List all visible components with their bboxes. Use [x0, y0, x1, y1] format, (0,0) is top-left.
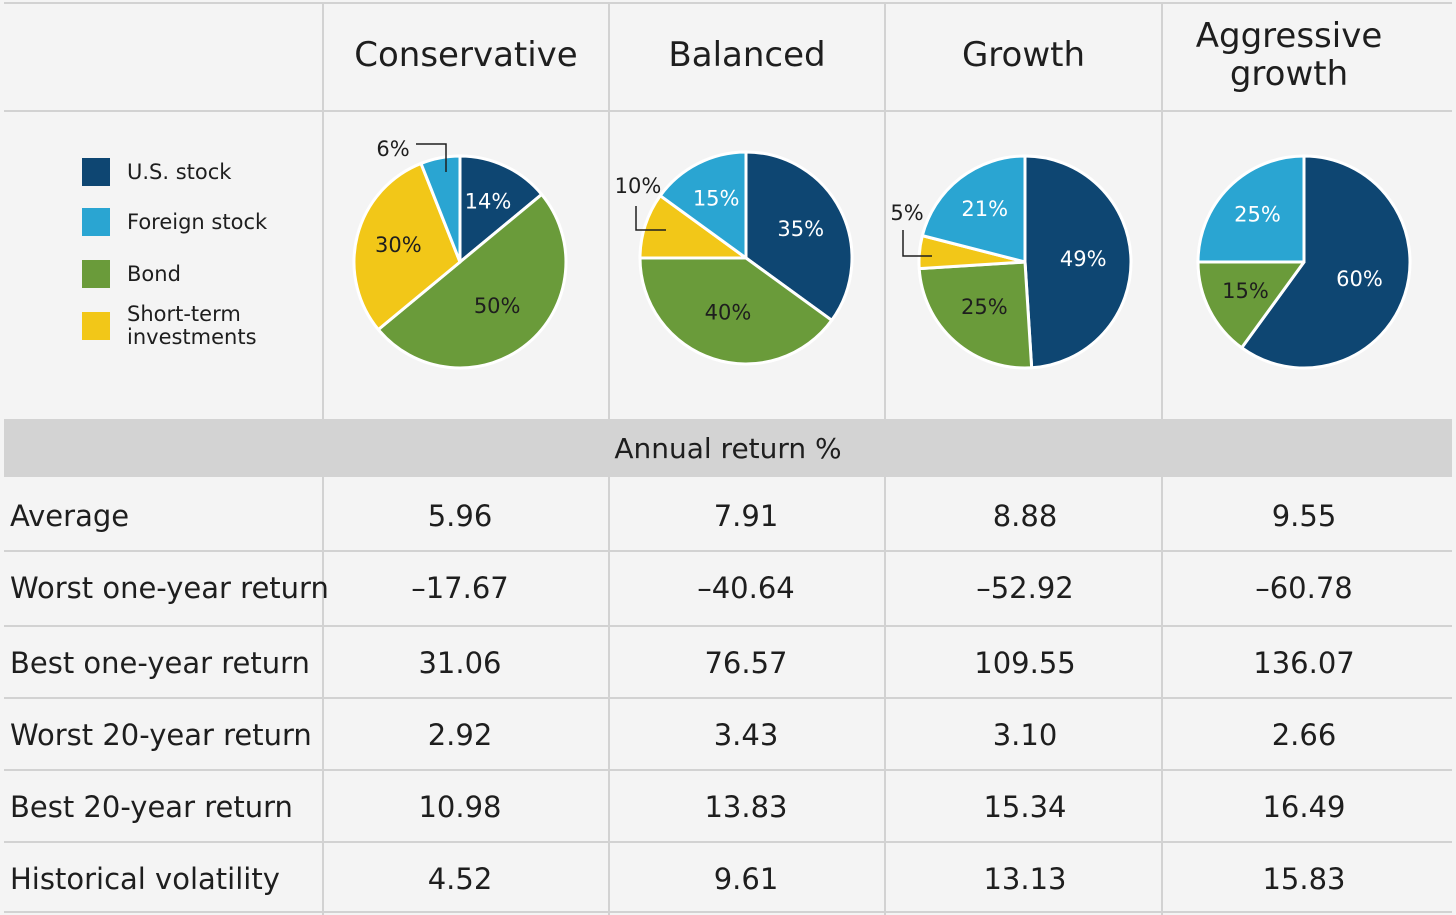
table-cell: 9.55 [1271, 499, 1337, 533]
pie-slice-label: 5% [890, 201, 923, 225]
table-cell: 13.83 [704, 790, 788, 824]
pie-slice [744, 150, 854, 322]
table-cell: 4.52 [427, 862, 493, 896]
bottom-border [4, 911, 1452, 913]
row-divider [4, 550, 1452, 552]
pie-slice [1196, 260, 1306, 350]
legend-swatch [82, 260, 110, 288]
table-cell: –60.78 [1255, 571, 1353, 605]
pie-slice-label: 49% [1060, 247, 1107, 271]
table-cell: –40.64 [697, 571, 795, 605]
row-label: Best 20-year return [10, 790, 293, 824]
row-divider [4, 841, 1452, 843]
pie-slice [920, 154, 1027, 264]
legend-label: Foreign stock [127, 209, 268, 234]
table-cell: 9.61 [713, 862, 779, 896]
pie-slice [419, 154, 462, 264]
table-cell: 8.88 [992, 499, 1058, 533]
table-cell: 109.55 [974, 646, 1076, 680]
pie-slice-label: 35% [777, 217, 824, 241]
pie-chart-aggressive-growth: 60% 15% 25% [1196, 154, 1412, 370]
table-cell: 3.10 [992, 718, 1058, 752]
pie-chart-balanced: 35% 40% 10% 15% [615, 150, 854, 366]
row-divider [4, 697, 1452, 699]
pie-slice [1240, 154, 1412, 370]
table-cell: –17.67 [411, 571, 509, 605]
table-cell: 15.83 [1262, 862, 1346, 896]
column-header-conservative: Conservative [324, 0, 608, 110]
top-border [4, 2, 1452, 4]
legend-label: Bond [127, 261, 181, 286]
row-divider [4, 625, 1452, 627]
pie-chart-conservative: 14% 50% 30% 6% [352, 137, 568, 370]
row-divider [4, 769, 1452, 771]
row-label: Historical volatility [10, 862, 280, 896]
table-cell: 76.57 [704, 646, 788, 680]
pie-slice [376, 192, 568, 370]
table-cell: 7.91 [713, 499, 779, 533]
table-cell: 13.13 [983, 862, 1067, 896]
row-label: Average [10, 499, 130, 533]
pie-slice [917, 260, 1034, 370]
column-header-label: Aggressive growth [1195, 16, 1383, 94]
pie-slice-label: 6% [376, 137, 409, 161]
pie-slice-label: 15% [1222, 279, 1269, 303]
legend-item-foreign-stock: Foreign stock [82, 208, 267, 236]
pie-slice-label: 30% [375, 233, 422, 257]
table-cell: –52.92 [976, 571, 1074, 605]
pie-slice [638, 256, 834, 366]
pie-slice [458, 154, 544, 264]
allocation-pie-charts: 14% 50% 30% 6% 35% 40% 10% 15% 49% 25% 5% 21% 60% 15%… [352, 137, 1412, 370]
table-cell: 3.43 [713, 718, 779, 752]
pie-slice [352, 161, 462, 332]
pie-slice-label: 14% [465, 190, 512, 214]
table-cell: 5.96 [427, 499, 493, 533]
row-label: Best one-year return [10, 646, 310, 680]
column-header-label: Growth [961, 35, 1086, 75]
legend-item-short-term: Short-term investments [82, 303, 277, 349]
table-cell: 2.92 [427, 718, 493, 752]
pie-slice-label: 25% [1234, 203, 1281, 227]
legend-label: Short-term investments [127, 302, 257, 349]
table-cell: 2.66 [1271, 718, 1337, 752]
section-header: Annual return % [4, 419, 1452, 477]
pie-slice [658, 150, 748, 260]
pie-slice-label: 25% [961, 295, 1008, 319]
legend-label: U.S. stock [127, 159, 232, 184]
legend-swatch [82, 312, 110, 340]
header-divider [4, 110, 1452, 112]
column-header-label: Conservative [354, 35, 578, 75]
legend-item-us-stock: U.S. stock [82, 158, 231, 186]
legend-swatch [82, 158, 110, 186]
column-header-balanced: Balanced [610, 0, 884, 110]
pie-slice-label: 15% [693, 186, 740, 210]
pie-slice-label: 50% [474, 294, 521, 318]
table-cell: 16.49 [1262, 790, 1346, 824]
table-cell: 10.98 [418, 790, 502, 824]
legend-swatch [82, 208, 110, 236]
pie-slice-label: 21% [961, 197, 1008, 221]
row-label: Worst one-year return [10, 571, 329, 605]
table-cell: 136.07 [1253, 646, 1355, 680]
leader-line [416, 143, 447, 172]
pie-chart-growth: 49% 25% 5% 21% [890, 154, 1133, 370]
pie-slice [1023, 154, 1133, 370]
leader-line [902, 230, 932, 257]
leader-line [635, 206, 666, 231]
row-label: Worst 20-year return [10, 718, 312, 752]
pie-slice-label: 10% [615, 174, 662, 198]
pie-slice [1196, 154, 1306, 264]
table-cell: 31.06 [418, 646, 502, 680]
pie-slice-label: 40% [705, 300, 752, 324]
table-cell: 15.34 [983, 790, 1067, 824]
column-header-growth: Growth [886, 0, 1161, 110]
column-header-aggressive-growth: Aggressive growth [1163, 0, 1415, 110]
pie-slice-label: 60% [1336, 267, 1383, 291]
legend-item-bond: Bond [82, 260, 181, 288]
column-header-label: Balanced [668, 35, 826, 75]
